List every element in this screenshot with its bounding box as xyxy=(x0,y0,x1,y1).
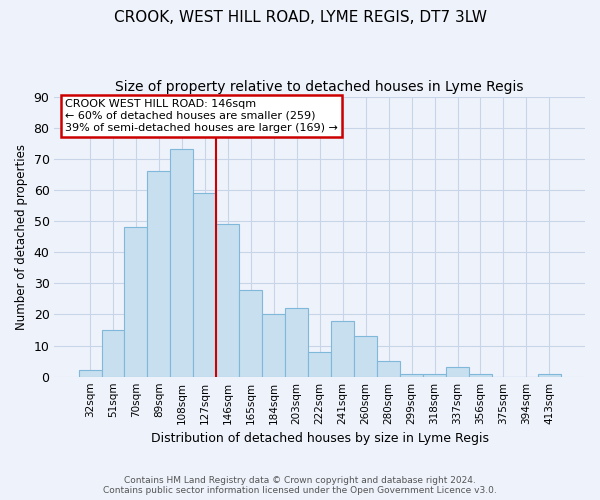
X-axis label: Distribution of detached houses by size in Lyme Regis: Distribution of detached houses by size … xyxy=(151,432,489,445)
Title: Size of property relative to detached houses in Lyme Regis: Size of property relative to detached ho… xyxy=(115,80,524,94)
Bar xyxy=(423,374,446,376)
Bar xyxy=(308,352,331,376)
Bar xyxy=(331,320,354,376)
Bar xyxy=(262,314,285,376)
Bar xyxy=(446,368,469,376)
Text: Contains HM Land Registry data © Crown copyright and database right 2024.
Contai: Contains HM Land Registry data © Crown c… xyxy=(103,476,497,495)
Bar xyxy=(193,193,217,376)
Bar xyxy=(101,330,124,376)
Bar xyxy=(170,150,193,376)
Bar xyxy=(469,374,492,376)
Bar xyxy=(239,290,262,376)
Bar xyxy=(377,361,400,376)
Y-axis label: Number of detached properties: Number of detached properties xyxy=(15,144,28,330)
Bar xyxy=(538,374,561,376)
Bar xyxy=(79,370,101,376)
Bar xyxy=(400,374,423,376)
Bar xyxy=(124,228,148,376)
Bar xyxy=(217,224,239,376)
Bar xyxy=(148,172,170,376)
Text: CROOK WEST HILL ROAD: 146sqm
← 60% of detached houses are smaller (259)
39% of s: CROOK WEST HILL ROAD: 146sqm ← 60% of de… xyxy=(65,100,338,132)
Text: CROOK, WEST HILL ROAD, LYME REGIS, DT7 3LW: CROOK, WEST HILL ROAD, LYME REGIS, DT7 3… xyxy=(113,10,487,25)
Bar xyxy=(354,336,377,376)
Bar xyxy=(285,308,308,376)
